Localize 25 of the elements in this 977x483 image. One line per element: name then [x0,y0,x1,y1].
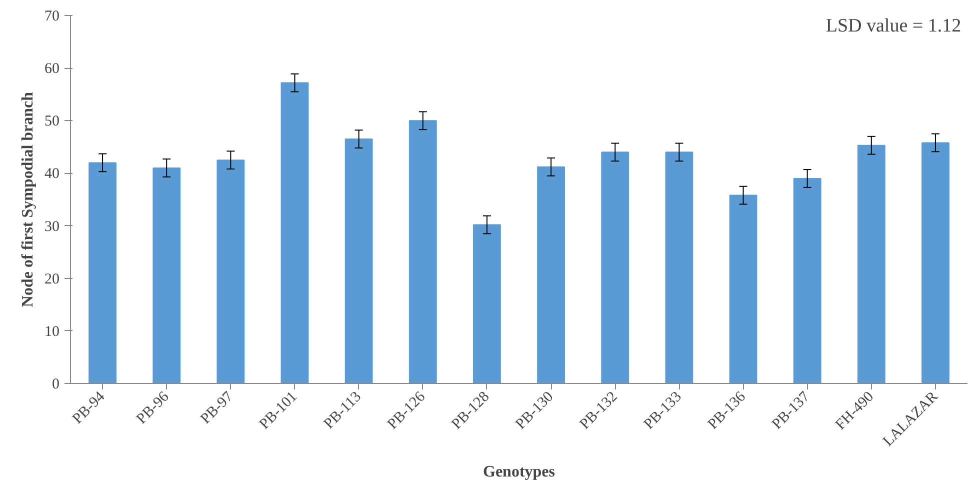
bar [152,167,181,384]
bar [344,138,373,384]
bar [857,144,886,384]
y-tick-label: 60 [44,61,60,78]
bar [473,224,501,384]
y-tick-label: 40 [44,166,60,182]
y-tick-label: 20 [44,271,60,288]
bar [793,178,822,384]
y-tick-label: 0 [52,376,60,392]
bar [408,120,437,384]
annotation: LSD value = 1.12 [826,16,962,37]
bar [601,152,630,384]
y-axis-title: Node of first Sympodial branch [20,92,36,308]
bar [88,162,116,384]
bar [922,142,950,384]
x-axis-title: Genotypes [483,463,555,480]
bar [665,152,694,384]
bar [280,82,309,384]
y-tick-label: 50 [44,114,60,130]
bar [537,166,565,384]
bar [729,194,758,384]
bar [216,160,245,384]
y-tick-label: 10 [44,324,60,340]
y-tick-label: 30 [44,218,60,235]
y-tick-label: 70 [44,8,60,24]
